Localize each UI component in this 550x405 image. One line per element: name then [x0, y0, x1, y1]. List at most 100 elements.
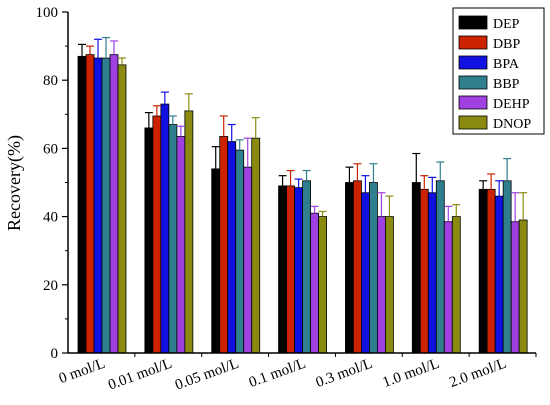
- error-bar-dep-4: [345, 166, 354, 183]
- x-tick-label: 1.0 mol/L: [381, 356, 442, 391]
- error-bar-dep-0: [78, 43, 86, 57]
- error-bar-dbp-3: [286, 169, 295, 186]
- bar-dep-0: [77, 55, 87, 354]
- error-bar-dbp-0: [86, 45, 94, 55]
- bar-dep-2: [211, 168, 221, 354]
- x-tick-label: 0 mol/L: [57, 356, 108, 387]
- bar-dehp-5: [443, 221, 453, 354]
- error-bar-bbp-6: [503, 158, 512, 181]
- bar-bpa-6: [494, 195, 504, 354]
- bar-bbp-2: [235, 149, 245, 354]
- legend-label-bpa: BPA: [493, 57, 520, 72]
- bar-dbp-6: [486, 188, 496, 354]
- y-tick-label: 0: [51, 346, 59, 362]
- y-tick-label: 80: [43, 73, 58, 89]
- error-bar-dbp-6: [487, 173, 496, 190]
- bar-dehp-6: [510, 221, 520, 354]
- legend-label-dep: DEP: [493, 17, 520, 32]
- error-bar-bpa-6: [495, 180, 504, 197]
- error-bar-dehp-4: [377, 192, 386, 217]
- y-axis-label: Recovery(%): [4, 135, 25, 231]
- bar-bbp-6: [502, 180, 512, 354]
- bar-dnop-1: [184, 110, 194, 354]
- legend-swatch-dehp: [458, 95, 488, 110]
- bar-dehp-1: [176, 136, 186, 354]
- bar-dbp-0: [85, 54, 95, 354]
- bar-dehp-0: [109, 54, 119, 354]
- bar-dnop-3: [318, 216, 327, 354]
- bar-dehp-3: [310, 212, 319, 354]
- error-bar-dep-6: [479, 180, 488, 190]
- error-bar-dbp-2: [219, 115, 228, 137]
- bar-dnop-4: [385, 216, 394, 354]
- y-tick-label: 100: [36, 5, 59, 21]
- error-bar-bpa-3: [294, 178, 303, 188]
- bar-bbp-1: [168, 124, 178, 354]
- bar-dep-6: [478, 188, 488, 354]
- bar-bpa-0: [93, 57, 103, 354]
- legend-label-dnop: DNOP: [493, 117, 531, 132]
- y-tick-label: 60: [43, 141, 58, 157]
- error-bar-dnop-0: [118, 57, 126, 65]
- bar-dnop-0: [117, 64, 127, 354]
- error-bar-bbp-5: [436, 161, 445, 181]
- error-bar-dnop-5: [452, 204, 461, 217]
- legend-swatch-dnop: [458, 115, 488, 130]
- error-bar-bpa-0: [94, 38, 102, 59]
- error-bar-bbp-2: [235, 139, 244, 151]
- legend-label-dehp: DEHP: [493, 97, 530, 112]
- bar-bbp-5: [435, 180, 445, 354]
- error-bar-dnop-2: [251, 117, 260, 139]
- x-tick-label: 0.01 mol/L: [106, 356, 174, 394]
- error-bar-dnop-3: [318, 210, 327, 217]
- error-bar-dep-2: [211, 146, 220, 169]
- error-bar-bpa-5: [428, 176, 437, 193]
- bar-dep-4: [345, 182, 354, 354]
- bar-dnop-2: [251, 137, 261, 354]
- error-bar-dnop-4: [385, 195, 394, 217]
- bar-bpa-3: [294, 187, 303, 354]
- error-bar-dep-3: [278, 175, 287, 186]
- error-bar-bbp-1: [168, 115, 177, 125]
- error-bar-dep-1: [144, 111, 153, 128]
- bar-dbp-1: [152, 115, 162, 354]
- error-bar-bbp-4: [369, 163, 378, 183]
- bar-bpa-5: [427, 192, 437, 354]
- legend-swatch-dbp: [458, 35, 488, 50]
- legend-swatch-dep: [458, 15, 488, 30]
- bar-bpa-1: [160, 103, 170, 354]
- bar-dbp-5: [419, 188, 429, 354]
- error-bar-dep-5: [412, 152, 421, 183]
- bar-dep-3: [278, 185, 287, 354]
- error-bar-dnop-1: [184, 93, 193, 111]
- x-tick-label: 0.3 mol/L: [314, 356, 375, 391]
- legend-label-dbp: DBP: [493, 37, 520, 52]
- x-tick-label: 0.05 mol/L: [173, 356, 241, 394]
- bar-dep-1: [144, 127, 154, 354]
- bar-bbp-3: [302, 180, 311, 354]
- y-tick-label: 40: [43, 210, 58, 226]
- bar-dbp-3: [286, 185, 295, 354]
- error-bar-dnop-6: [519, 192, 528, 221]
- bar-dehp-4: [377, 216, 386, 354]
- legend-swatch-bbp: [458, 75, 488, 90]
- error-bar-dbp-1: [152, 105, 161, 117]
- error-bar-dehp-5: [444, 205, 453, 222]
- error-bar-bpa-1: [160, 91, 169, 105]
- bar-bpa-2: [227, 141, 237, 354]
- error-bar-bpa-4: [361, 175, 370, 193]
- legend-label-bbp: BBP: [493, 77, 520, 92]
- error-bar-dehp-1: [176, 125, 185, 137]
- error-bar-bbp-3: [302, 169, 311, 181]
- bar-dnop-6: [518, 219, 528, 354]
- error-bar-dbp-5: [420, 175, 429, 190]
- legend: DEP DBP BPA BBP DEHP DNOP: [452, 7, 545, 135]
- error-bar-dbp-4: [353, 163, 362, 181]
- x-tick-label: 0.1 mol/L: [247, 356, 308, 391]
- y-tick-label: 20: [43, 278, 58, 294]
- x-tick-label: 2.0 mol/L: [447, 356, 508, 391]
- bar-dbp-2: [219, 136, 229, 354]
- legend-swatch-bpa: [458, 55, 488, 70]
- bar-dep-5: [411, 182, 421, 354]
